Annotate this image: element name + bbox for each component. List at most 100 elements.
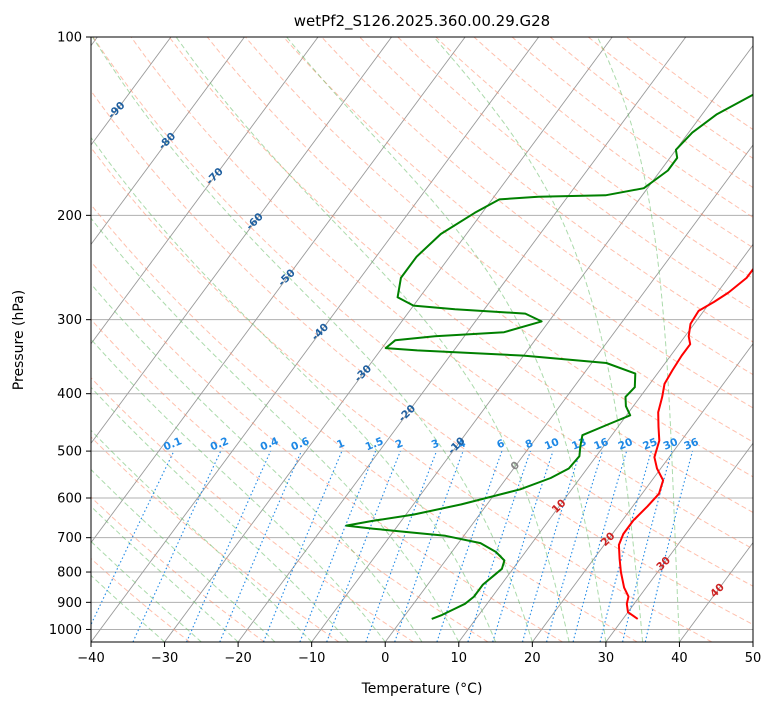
mixing-ratio-label: 2	[394, 437, 405, 451]
moist-adiabat-line	[91, 136, 497, 642]
dry-adiabat-line	[91, 90, 753, 626]
isotherm-line	[91, 37, 392, 444]
isotherm-label: -70	[204, 166, 226, 188]
isotherm-line	[605, 442, 753, 642]
isotherm-label: -80	[156, 130, 178, 152]
y-tick-label: 900	[57, 596, 82, 611]
isotherm-line	[384, 144, 753, 642]
isopleth-labels: 0.1 0.2 0.4 0.6 1 1.5 2 3 4 6 8 10 13 16 20 25 30 36-100-…	[52, 66, 727, 600]
isotherm-line	[91, 37, 172, 146]
mixing-ratio-line	[467, 450, 531, 642]
background-lines	[91, 37, 753, 642]
isotherm-label: 10	[550, 497, 569, 516]
isotherm-line	[91, 37, 466, 544]
isotherm-line	[679, 541, 753, 642]
mixing-ratio-line	[572, 450, 628, 642]
mixing-ratio-label: 13	[570, 436, 588, 453]
dry-adiabat-line	[91, 377, 414, 642]
mixing-ratio-label: 8	[524, 437, 535, 451]
mixing-ratio-label: 30	[662, 436, 680, 453]
moist-adiabat-line	[91, 574, 165, 642]
dry-adiabat-line	[206, 37, 753, 478]
isotherm-label: -50	[276, 267, 298, 289]
y-tick-label: 200	[57, 209, 82, 224]
dry-adiabat-line	[549, 37, 753, 189]
isotherm-label: -60	[244, 211, 266, 233]
moist-adiabat-line	[91, 283, 423, 642]
mixing-ratio-line	[436, 450, 503, 642]
dewpoint-profile-line	[345, 93, 753, 620]
isotherm-label: 0	[509, 459, 523, 473]
x-tick-label: −10	[298, 651, 325, 666]
mixing-ratio-label: 6	[495, 437, 506, 451]
mixing-ratio-label: 10	[543, 436, 561, 453]
dry-adiabat-line	[91, 436, 340, 642]
y-tick-label: 800	[57, 566, 82, 581]
mixing-ratio-label: 3	[430, 437, 441, 451]
dry-adiabat-line	[91, 146, 713, 642]
x-tick-label: 0	[381, 651, 389, 666]
x-tick-label: 10	[451, 651, 468, 666]
y-tick-label: 300	[57, 313, 82, 328]
dry-adiabat-line	[511, 37, 753, 218]
x-axis-label: Temperature (°C)	[361, 681, 483, 697]
y-tick-label: 500	[57, 445, 82, 460]
plot-frame	[90, 36, 754, 643]
mixing-ratio-label: 36	[682, 436, 700, 453]
isotherm-label: -30	[352, 363, 374, 385]
moist-adiabat-line	[286, 37, 607, 642]
isotherm-line	[164, 37, 613, 642]
dry-adiabat-line	[91, 496, 265, 642]
mixing-ratio-label: 25	[641, 436, 659, 453]
y-tick-label: 400	[57, 387, 82, 402]
mixing-ratio-line	[521, 450, 581, 642]
mixing-ratio-line	[644, 450, 694, 642]
dry-adiabat-line	[397, 37, 753, 311]
moist-adiabat-line	[91, 338, 386, 642]
isotherm-line	[752, 641, 753, 642]
y-tick-label: 1000	[49, 623, 82, 638]
mixing-ratio-label: 20	[616, 436, 634, 453]
moist-adiabat-line	[91, 217, 460, 642]
isotherm-label: 40	[708, 581, 727, 600]
dry-adiabat-line	[130, 37, 753, 550]
isotherm-label: -20	[396, 403, 418, 425]
isotherm-label: -40	[309, 321, 331, 343]
isotherm-line	[531, 343, 753, 642]
isotherm-label: 30	[654, 554, 673, 573]
mixing-ratio-line	[262, 450, 343, 642]
y-tick-label: 100	[57, 31, 82, 46]
mixing-ratio-line	[365, 450, 438, 642]
mixing-ratio-line	[546, 450, 603, 642]
mixing-ratio-line	[299, 450, 377, 642]
dry-adiabat-line	[359, 37, 753, 343]
moist-adiabat-line	[433, 37, 644, 642]
mixing-ratio-line	[326, 450, 401, 642]
x-tick-label: 50	[745, 651, 762, 666]
isotherm-line	[237, 37, 687, 642]
mixing-ratio-line	[219, 450, 302, 642]
y-tick-label: 600	[57, 492, 82, 507]
dry-adiabat-line	[91, 261, 563, 642]
moist-adiabat-line	[92, 37, 533, 642]
x-tick-label: 40	[671, 651, 688, 666]
mixing-ratio-line	[492, 450, 554, 642]
moist-adiabat-line	[91, 386, 349, 642]
profile-lines	[345, 93, 753, 620]
isotherm-line	[91, 37, 245, 246]
x-tick-label: 30	[598, 651, 615, 666]
y-axis-label: Pressure (hPa)	[11, 290, 27, 390]
mixing-ratio-label: 1	[335, 437, 346, 451]
temperature-profile-line	[617, 267, 753, 620]
isotherm-label: -100	[52, 66, 79, 93]
moist-adiabat-line	[91, 468, 276, 642]
grid-layer	[91, 37, 753, 642]
dry-adiabat-line	[168, 37, 753, 513]
mixing-ratio-line	[394, 450, 464, 642]
y-tick-label: 700	[57, 531, 82, 546]
mixing-ratio-line	[599, 450, 652, 642]
isotherm-line	[458, 243, 753, 642]
x-tick-label: 20	[524, 651, 541, 666]
x-axis: −40 −30 −20 −10 0 10 20 30 40 50	[77, 642, 761, 666]
